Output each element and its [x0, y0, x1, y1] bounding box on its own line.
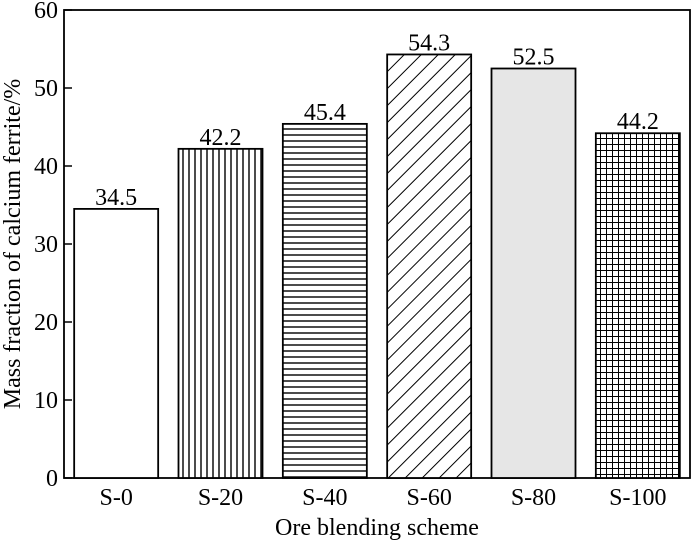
- y-tick-label: 60: [34, 0, 58, 24]
- x-axis: S-0 S-20 S-40 S-60 S-80 S-100: [99, 470, 667, 511]
- x-tick-label: S-60: [406, 485, 451, 511]
- y-axis: 0 10 20 30 40 50 60: [34, 0, 72, 492]
- bars: [73, 53, 681, 479]
- bar-value-label: 52.5: [513, 45, 555, 71]
- bar-s-40: [281, 122, 368, 479]
- value-labels: 34.5 42.2 45.4 54.3 52.5 44.2: [95, 30, 659, 210]
- bar-value-label: 34.5: [95, 185, 137, 211]
- y-tick-label: 40: [34, 154, 58, 180]
- bar-s-20: [177, 147, 264, 479]
- y-axis-title: Mass fraction of calcium ferrite/%: [0, 79, 26, 410]
- x-tick-label: S-40: [302, 485, 347, 511]
- y-tick-label: 30: [34, 232, 58, 258]
- x-tick-label: S-100: [609, 485, 666, 511]
- bar-s-60: [386, 53, 473, 479]
- bar-s-100: [594, 132, 681, 479]
- y-tick-label: 50: [34, 76, 58, 102]
- y-tick-label: 20: [34, 310, 58, 336]
- bar-value-label: 42.2: [200, 125, 242, 151]
- bar-value-label: 45.4: [304, 100, 346, 126]
- y-tick-label: 0: [46, 466, 58, 492]
- x-axis-title: Ore blending scheme: [275, 515, 479, 541]
- bar-value-label: 54.3: [408, 30, 450, 56]
- x-tick-label: S-20: [198, 485, 243, 511]
- bar-s-80: [490, 67, 577, 479]
- bar-value-label: 44.2: [617, 109, 659, 135]
- x-tick-label: S-80: [511, 485, 556, 511]
- y-tick-label: 10: [34, 388, 58, 414]
- bar-s-0: [73, 207, 160, 479]
- x-tick-label: S-0: [99, 485, 132, 511]
